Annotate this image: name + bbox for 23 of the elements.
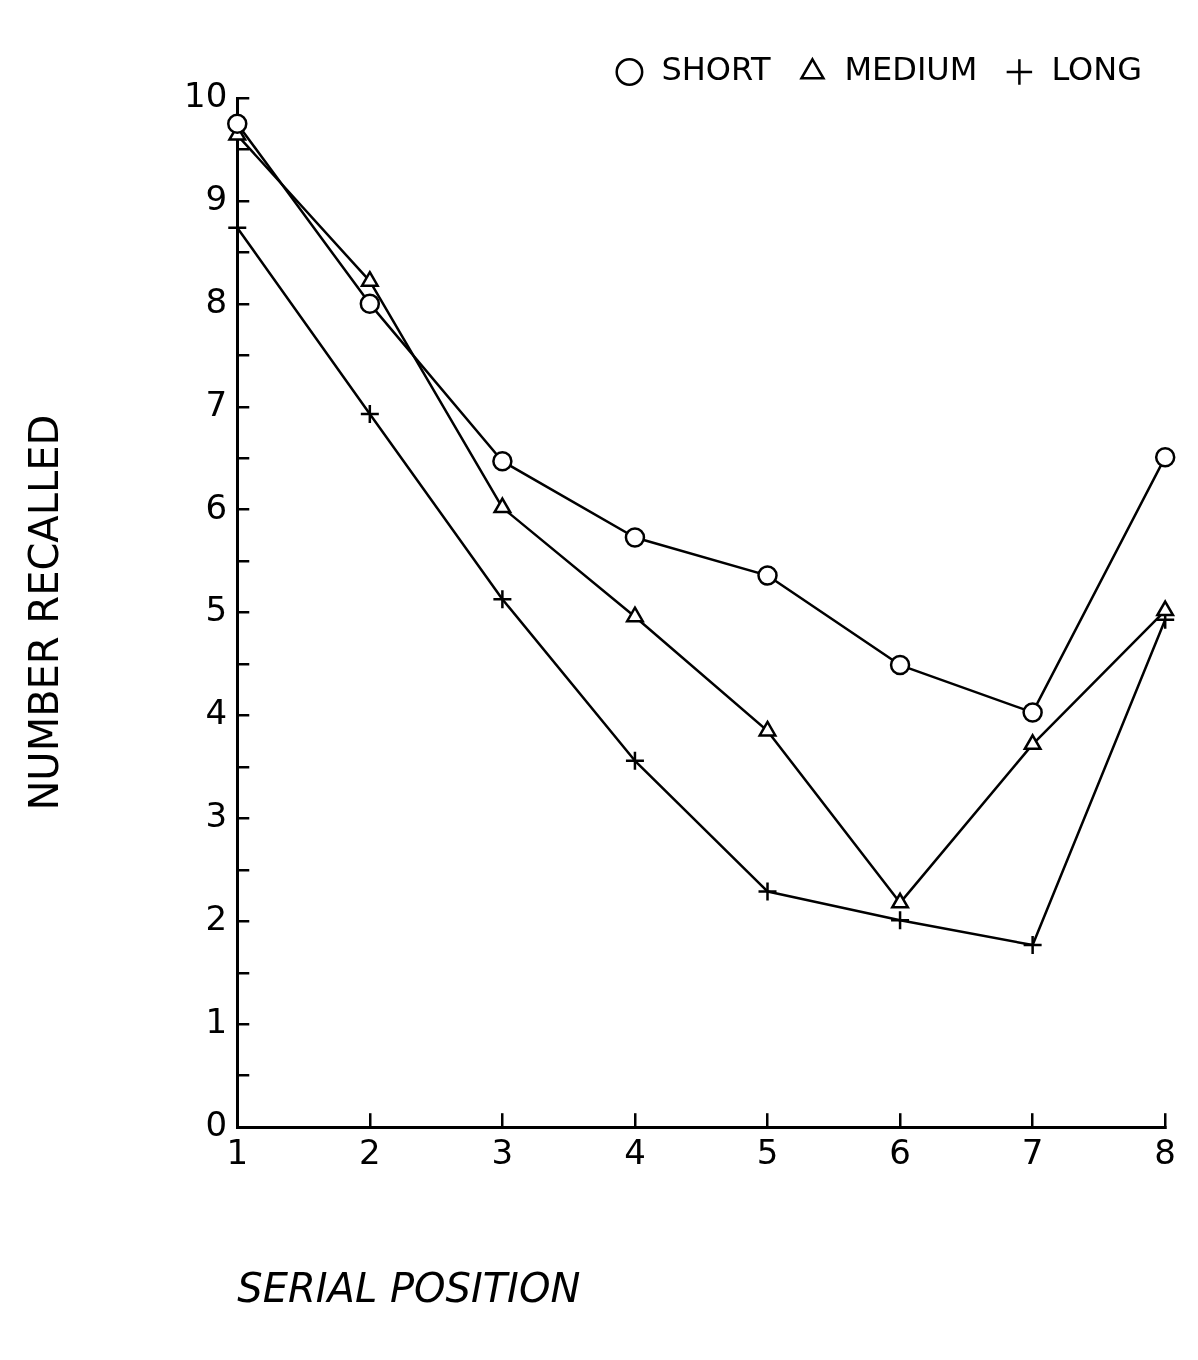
x-tick-label: 2 xyxy=(359,1132,381,1173)
legend-label: SHORT xyxy=(661,50,771,89)
legend-label: MEDIUM xyxy=(844,50,978,89)
legend-label: LONG xyxy=(1051,50,1142,89)
x-tick-label: 5 xyxy=(756,1132,779,1173)
x-tick-label: 7 xyxy=(1021,1132,1044,1173)
y-tick-label: 2 xyxy=(205,898,228,939)
x-tick-label: 6 xyxy=(889,1132,911,1173)
y-tick-label: 7 xyxy=(205,383,228,424)
x-tick-label: 4 xyxy=(624,1132,646,1173)
y-tick-label: 1 xyxy=(205,1001,228,1042)
y-tick-label: 0 xyxy=(205,1104,228,1145)
y-tick-label: 5 xyxy=(205,589,228,630)
y-tick-label: 9 xyxy=(205,177,228,218)
x-axis-title: SERIAL POSITION xyxy=(237,1265,581,1312)
y-tick-label: 8 xyxy=(205,280,228,321)
y-tick-label: 3 xyxy=(205,795,228,836)
y-tick-label: 6 xyxy=(205,486,228,527)
y-axis-title: NUMBER RECALLED xyxy=(21,414,68,811)
x-tick-label: 3 xyxy=(491,1132,514,1173)
y-tick-label: 4 xyxy=(205,692,228,733)
y-tick-label: 10 xyxy=(184,74,228,115)
x-tick-label: 8 xyxy=(1154,1132,1176,1173)
